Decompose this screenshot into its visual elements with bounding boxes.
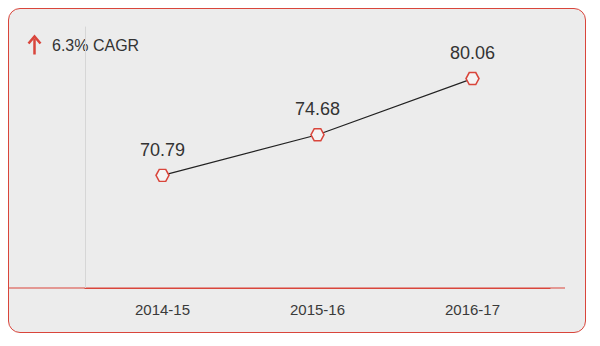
svg-text:2015-16: 2015-16: [290, 301, 345, 318]
svg-text:6.3% CAGR: 6.3% CAGR: [52, 37, 139, 54]
svg-text:2016-17: 2016-17: [445, 301, 500, 318]
svg-text:70.79: 70.79: [140, 140, 185, 160]
svg-text:74.68: 74.68: [295, 99, 340, 119]
svg-text:80.06: 80.06: [450, 43, 495, 63]
svg-text:2014-15: 2014-15: [135, 301, 190, 318]
